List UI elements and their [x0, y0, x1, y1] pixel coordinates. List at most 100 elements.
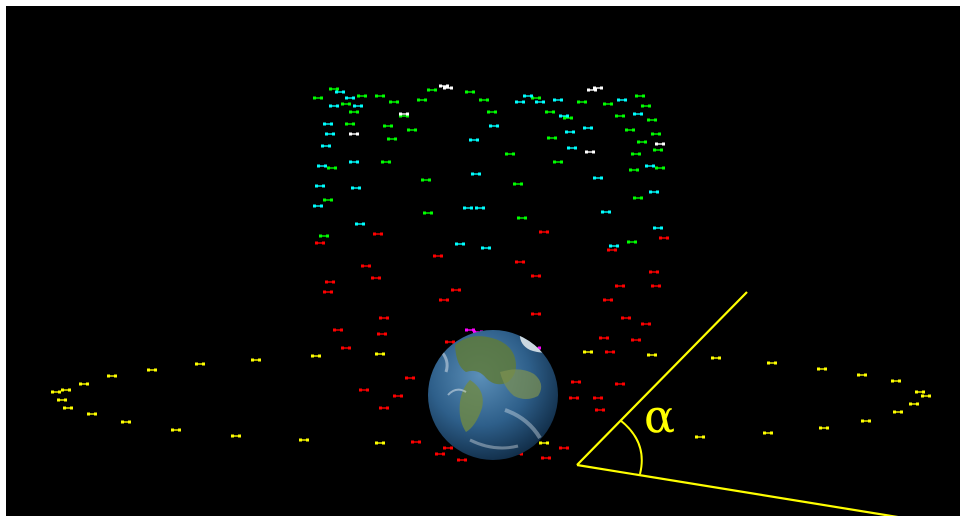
satellite-icon — [565, 130, 575, 134]
satellite-icon — [767, 361, 777, 365]
satellite-icon — [79, 382, 89, 386]
satellite-icon — [593, 396, 603, 400]
satellite-icon — [553, 160, 563, 164]
satellite-icon — [323, 290, 333, 294]
satellite-icon — [439, 84, 449, 88]
satellite-icon — [893, 410, 903, 414]
satellite-icon — [311, 354, 321, 358]
satellite-icon — [57, 398, 67, 402]
satellite-icon — [489, 124, 499, 128]
satellite-icon — [433, 254, 443, 258]
satellite-icon — [423, 211, 433, 215]
satellite-icon — [463, 206, 473, 210]
angle-annotation: α — [576, 291, 899, 516]
satellite-icon — [349, 110, 359, 114]
satellite-icon — [371, 276, 381, 280]
satellite-icon — [389, 100, 399, 104]
satellite-icon — [547, 136, 557, 140]
satellite-icon — [231, 434, 241, 438]
satellite-icon — [645, 164, 655, 168]
satellite-icon — [515, 100, 525, 104]
satellite-icon — [455, 242, 465, 246]
satellite-icon — [649, 270, 659, 274]
satellite-icon — [349, 160, 359, 164]
satellite-icon — [51, 390, 61, 394]
satellite-icon — [445, 340, 455, 344]
satellite-icon — [299, 438, 309, 442]
satellite-icon — [635, 94, 645, 98]
satellite-icon — [651, 132, 661, 136]
satellite-icon — [585, 150, 595, 154]
satellite-icon — [539, 230, 549, 234]
satellite-icon — [763, 431, 773, 435]
satellite-icon — [393, 394, 403, 398]
angle-arc — [619, 419, 643, 475]
satellite-icon — [479, 98, 489, 102]
satellite-icon — [313, 204, 323, 208]
orbit-visualization: α — [6, 6, 960, 516]
satellite-icon — [625, 128, 635, 132]
satellite-icon — [641, 104, 651, 108]
satellite-icon — [481, 246, 491, 250]
satellite-icon — [633, 196, 643, 200]
satellite-icon — [559, 114, 569, 118]
satellite-icon — [357, 94, 367, 98]
satellite-icon — [443, 446, 453, 450]
satellite-icon — [329, 104, 339, 108]
satellite-icon — [553, 98, 563, 102]
satellite-icon — [317, 164, 327, 168]
satellite-icon — [315, 241, 325, 245]
satellite-icon — [629, 168, 639, 172]
satellite-icon — [327, 166, 337, 170]
satellite-icon — [515, 260, 525, 264]
angle-label: α — [644, 389, 675, 443]
satellite-icon — [417, 98, 427, 102]
satellite-icon — [641, 322, 651, 326]
satellite-icon — [695, 435, 705, 439]
satellite-icon — [349, 132, 359, 136]
satellite-icon — [601, 210, 611, 214]
satellite-icon — [571, 380, 581, 384]
satellite-icon — [465, 328, 475, 332]
satellite-icon — [615, 284, 625, 288]
satellite-icon — [583, 350, 593, 354]
satellite-icon — [375, 94, 385, 98]
satellite-icon — [351, 186, 361, 190]
satellite-icon — [595, 408, 605, 412]
satellite-icon — [631, 338, 641, 342]
satellite-icon — [323, 198, 333, 202]
satellite-icon — [647, 118, 657, 122]
satellite-icon — [921, 394, 931, 398]
satellite-icon — [531, 274, 541, 278]
satellite-icon — [375, 441, 385, 445]
satellite-icon — [313, 96, 323, 100]
satellite-icon — [465, 90, 475, 94]
satellite-icon — [325, 132, 335, 136]
satellite-icon — [615, 114, 625, 118]
satellite-icon — [505, 152, 515, 156]
satellite-icon — [647, 353, 657, 357]
satellite-icon — [817, 367, 827, 371]
satellite-icon — [251, 358, 261, 362]
satellite-icon — [637, 140, 647, 144]
satellite-icon — [325, 280, 335, 284]
satellite-icon — [341, 102, 351, 106]
satellite-icon — [121, 420, 131, 424]
satellite-icon — [379, 406, 389, 410]
satellite-icon — [195, 362, 205, 366]
satellite-icon — [87, 412, 97, 416]
satellite-icon — [617, 98, 627, 102]
satellite-icon — [653, 226, 663, 230]
satellite-icon — [607, 248, 617, 252]
satellite-icon — [531, 96, 541, 100]
satellite-icon — [569, 396, 579, 400]
satellite-icon — [345, 122, 355, 126]
satellite-icon — [457, 458, 467, 462]
satellite-icon — [599, 336, 609, 340]
satellite-icon — [61, 388, 71, 392]
satellite-icon — [909, 402, 919, 406]
satellite-icon — [373, 232, 383, 236]
satellite-icon — [627, 240, 637, 244]
angle-ray-lower — [576, 463, 899, 516]
satellite-icon — [563, 116, 573, 120]
